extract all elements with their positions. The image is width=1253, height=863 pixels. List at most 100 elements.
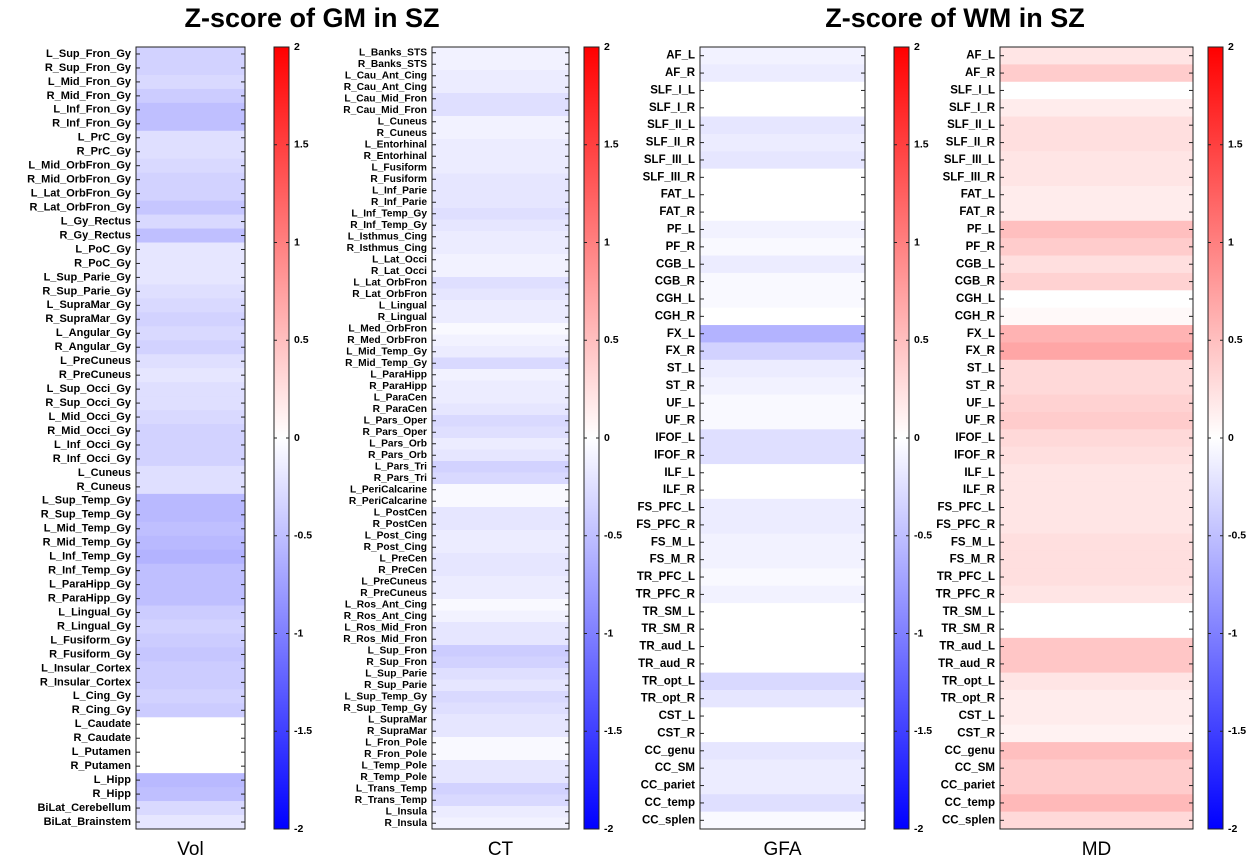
heat-cell [136, 787, 245, 802]
row-label: FAT_R [659, 206, 695, 218]
heat-cell [136, 200, 245, 215]
heat-cell [700, 133, 865, 152]
row-label: R_Isthmus_Cing [347, 243, 427, 254]
row-label: TR_SM_R [641, 623, 695, 635]
heat-cell [136, 382, 245, 397]
row-label: R_Fusiform_Gy [49, 648, 132, 660]
heat-cell [700, 272, 865, 291]
row-label: R_PreCuneus [59, 369, 131, 381]
row-label: TR_PFC_L [937, 571, 995, 583]
heat-cell [1000, 64, 1193, 83]
heat-cell [432, 58, 569, 71]
row-label: R_ParaCen [373, 404, 427, 415]
row-label: L_PreCuneus [60, 355, 131, 367]
row-label: R_Inf_Temp_Gy [350, 220, 427, 231]
colorbar-tick-label: 1 [914, 236, 920, 248]
heat-cell [136, 535, 245, 551]
heat-cell [432, 541, 569, 554]
heat-cell [136, 689, 245, 704]
row-label: L_Sup_Temp_Gy [345, 691, 428, 702]
row-label: FS_M_L [951, 536, 995, 548]
row-label: L_Inf_Occi_Gy [54, 439, 132, 451]
row-label: R_PeriCalcarine [349, 496, 427, 507]
heat-cell [700, 603, 865, 621]
row-label: TR_opt_L [642, 675, 695, 687]
row-label: L_Mid_Fron_Gy [48, 76, 132, 88]
row-label: CC_genu [645, 745, 695, 757]
row-label: L_Lat_Occi [372, 254, 427, 265]
row-label: L_PrC_Gy [78, 132, 132, 144]
row-label: TR_aud_L [939, 641, 995, 653]
heat-cell [1000, 707, 1193, 726]
heat-cell [1000, 742, 1193, 760]
row-label: R_Fusiform [370, 174, 427, 185]
row-label: L_SupraMar_Gy [47, 299, 132, 311]
colorbar-tick-label: 1.5 [914, 139, 929, 151]
row-label: L_Pars_Tri [375, 461, 427, 472]
heat-cell [432, 116, 569, 128]
heat-cell [432, 564, 569, 577]
heat-cell [136, 256, 245, 271]
row-label: TR_aud_R [638, 658, 696, 670]
row-label: SLF_II_R [646, 137, 696, 149]
row-label: ILF_R [963, 484, 996, 496]
heat-cell [136, 228, 245, 243]
heat-cell [1000, 255, 1193, 274]
heat-cell [136, 144, 245, 160]
row-label: BiLat_Brainstem [44, 816, 132, 828]
heat-cell [1000, 498, 1193, 517]
row-label: L_Caudate [75, 718, 131, 730]
heat-cell [432, 806, 569, 818]
heat-cell [136, 745, 245, 760]
row-label: R_Cing_Gy [72, 704, 132, 716]
x-axis-label: MD [1082, 839, 1112, 860]
row-label: R_Trans_Temp [355, 795, 427, 806]
heat-cell [432, 300, 569, 312]
row-label: TR_SM_L [643, 606, 695, 618]
row-label: L_Mid_Temp_Gy [346, 346, 427, 357]
row-label: L_Mid_Occi_Gy [48, 411, 131, 423]
heat-cell [700, 637, 865, 656]
row-label: L_Lingual_Gy [58, 606, 132, 618]
heat-cell [432, 472, 569, 485]
heat-cell [432, 426, 569, 439]
heat-cell [432, 196, 569, 209]
colorbar-tick-label: 1 [1228, 236, 1234, 248]
heat-cell [432, 70, 569, 82]
row-label: FS_PFC_R [636, 519, 695, 531]
heat-cell [1000, 47, 1193, 65]
row-label: SLF_III_L [644, 154, 695, 166]
heat-cell [1000, 533, 1193, 552]
heat-cell [1000, 290, 1193, 309]
heat-cell [136, 74, 245, 90]
heat-cell [700, 585, 865, 604]
colorbar-tick-label: 1 [604, 236, 610, 248]
row-label: SLF_I_R [649, 102, 696, 114]
colorbar-tick-label: 1.5 [604, 139, 619, 151]
row-label: R_Ros_Mid_Fron [343, 634, 427, 645]
heat-cell [432, 277, 569, 289]
heat-cell [700, 759, 865, 778]
row-label: CGH_R [655, 310, 696, 322]
row-label: R_Angular_Gy [55, 341, 132, 353]
row-label: FAT_R [959, 206, 995, 218]
colorbar-tick-label: -1.5 [1228, 725, 1246, 737]
colorbar-tick-label: -2 [1228, 823, 1237, 835]
heat-cell [136, 675, 245, 690]
colorbar-tick-label: -1.5 [294, 725, 312, 737]
row-label: R_Sup_Parie [364, 680, 427, 691]
row-label: L_ParaHipp_Gy [49, 579, 132, 591]
heat-cell [432, 645, 569, 657]
heat-cell [432, 81, 569, 94]
heat-cell [136, 647, 245, 662]
colorbar-tick-label: -1 [294, 627, 303, 639]
heat-cell [1000, 481, 1193, 500]
heat-cell [432, 323, 569, 335]
heat-cell [700, 307, 865, 326]
row-label: L_Pars_Oper [364, 415, 427, 426]
heat-cell [136, 759, 245, 774]
row-label: L_PostCen [374, 507, 427, 518]
row-label: R_Mid_Fron_Gy [47, 90, 132, 102]
heat-cell [432, 484, 569, 496]
